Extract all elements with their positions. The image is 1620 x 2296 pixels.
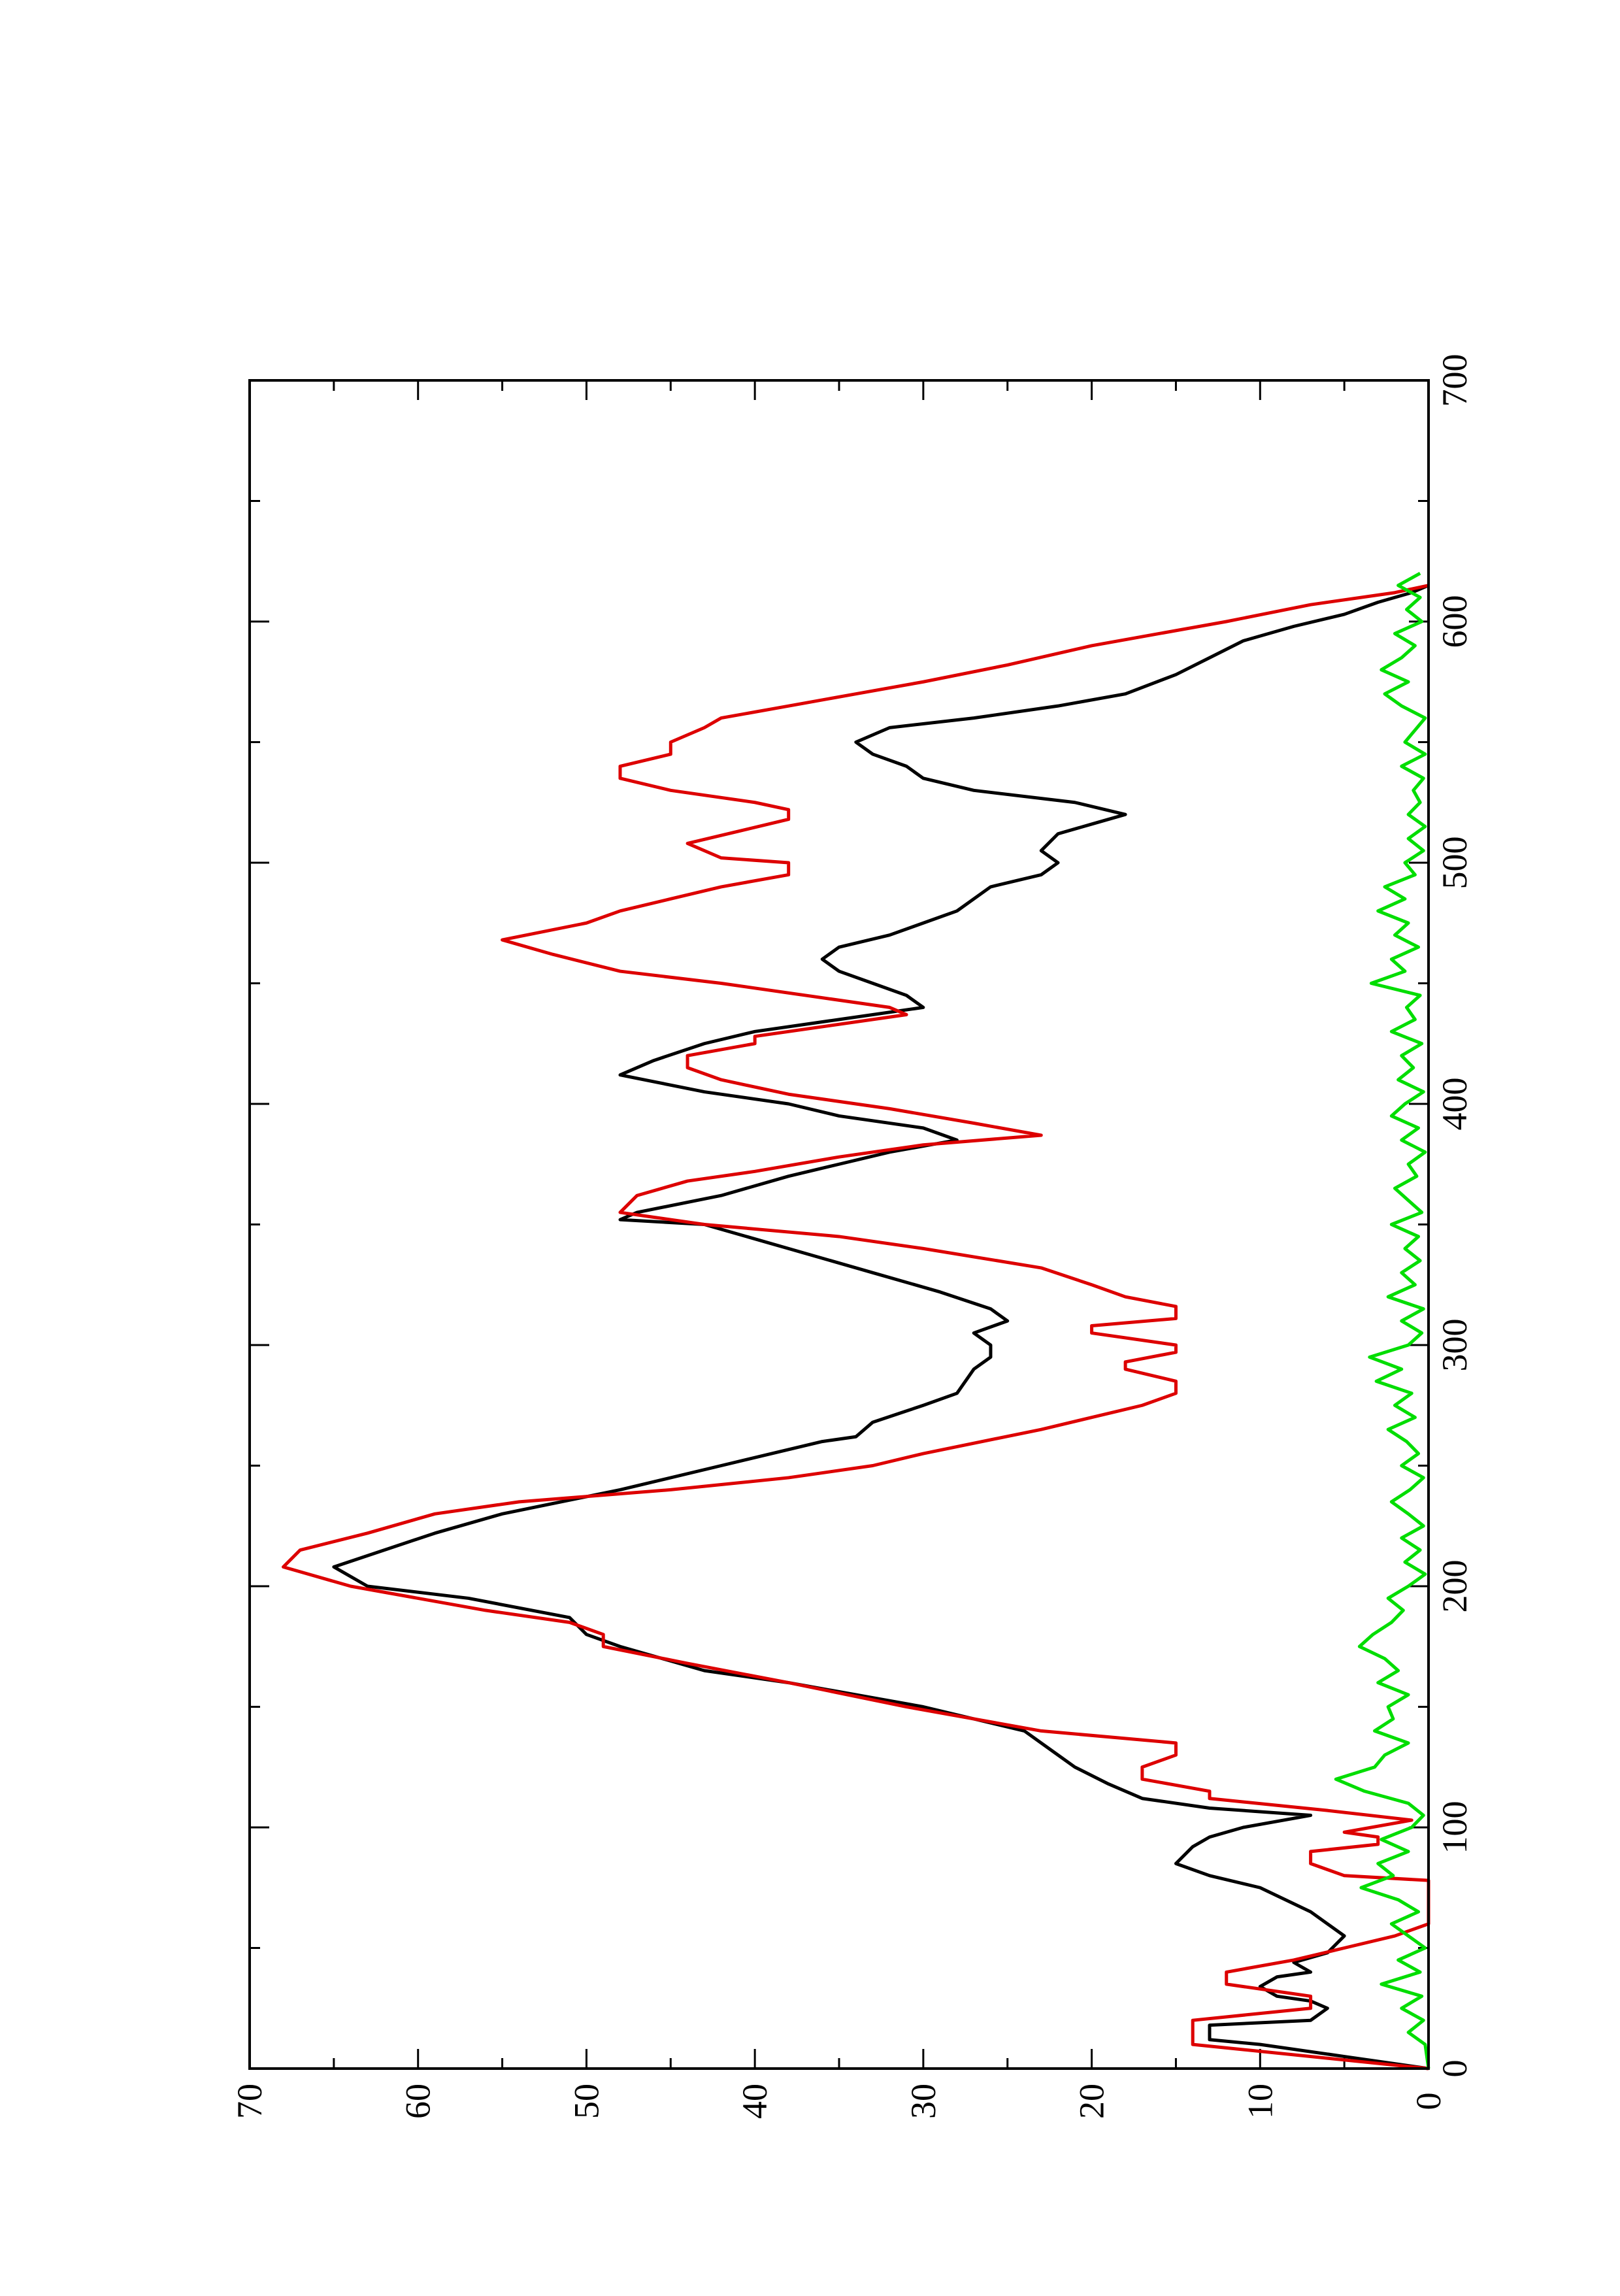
x-tick-label: 500	[1435, 837, 1474, 890]
y-tick-label: 70	[230, 2084, 269, 2119]
x-tick-label: 400	[1435, 1078, 1474, 1131]
series-green-line	[1334, 572, 1430, 2069]
y-tick-label: 10	[1240, 2084, 1280, 2119]
x-tick-label: 0	[1435, 2060, 1474, 2078]
x-tick-label: 100	[1435, 1801, 1474, 1854]
x-tick-label: 300	[1435, 1319, 1474, 1372]
x-tick-label: 700	[1435, 354, 1474, 407]
axes-group: 0 100 200 300 400 500 600 700 0 10 20 30 40 50 60 70	[230, 354, 1474, 2120]
y-tick-label: 0	[1409, 2093, 1448, 2110]
plot-frame	[248, 379, 1430, 2070]
x-tick-label: 600	[1435, 595, 1474, 648]
y-tick-label: 60	[399, 2084, 438, 2119]
series-red-line	[282, 584, 1430, 2071]
series-black-line	[332, 584, 1429, 2071]
y-tick-label: 20	[1072, 2084, 1112, 2119]
y-tick-label: 40	[735, 2084, 774, 2119]
series-group	[282, 572, 1430, 2071]
y-tick-label: 50	[567, 2084, 606, 2119]
y-tick-label: 30	[904, 2084, 943, 2119]
x-tick-label: 200	[1435, 1560, 1474, 1613]
